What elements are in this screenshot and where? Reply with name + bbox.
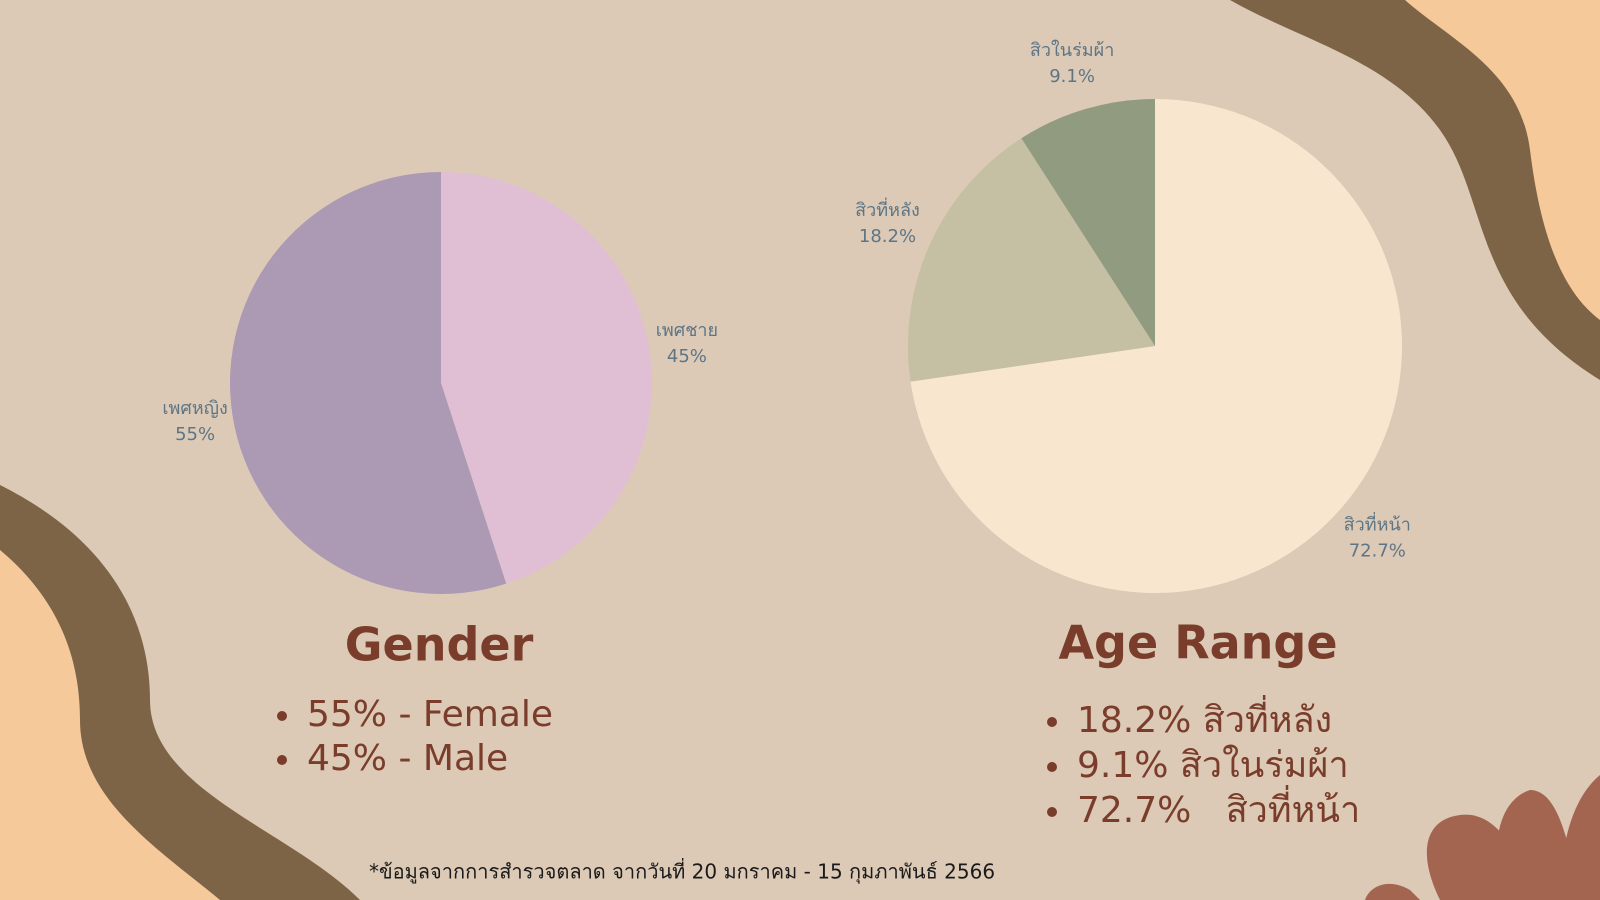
decor-leaf [1496, 790, 1580, 900]
slice-value-label: 9.1% [1049, 66, 1095, 87]
bullet-text: 72.7% สิวที่หน้า [1077, 785, 1360, 831]
chart-title: Age Range [1058, 616, 1337, 670]
slice-value-label: 18.2% [859, 226, 916, 247]
chart-title: Gender [345, 618, 534, 672]
bullet-dot [1047, 717, 1057, 727]
pie-slice [908, 138, 1155, 382]
slice-name: เพศชาย [656, 320, 718, 341]
bullet-dot [277, 711, 287, 721]
slice-value-label: 55% [175, 424, 215, 445]
bullet-text: 45% - Male [307, 738, 508, 779]
bullet-text: 18.2% สิวที่หลัง [1077, 695, 1332, 741]
slice-name: สิวในร่มผ้า [1030, 39, 1114, 61]
decor-leaf [1365, 883, 1420, 900]
footnote: *ข้อมูลจากการสำรวจตลาด จากวันที่ 20 มกรา… [369, 858, 995, 885]
slice-value-label: 45% [667, 346, 707, 367]
slice-name: สิวที่หลัง [855, 197, 920, 221]
bullet-text: 55% - Female [307, 694, 553, 735]
bullet-dot [1047, 762, 1057, 772]
decor-leaf [1560, 775, 1600, 900]
bullet-dot [1047, 807, 1057, 817]
decor-blob [1405, 0, 1600, 320]
bullet-text: 9.1% สิวในร่มผ้า [1077, 744, 1349, 786]
pie-slice [1021, 99, 1155, 346]
decor-blob [0, 550, 220, 900]
bullet-dot [277, 755, 287, 765]
decor-blob [1230, 0, 1600, 380]
pie-slice [910, 99, 1402, 594]
pie-slice [230, 172, 507, 594]
slice-name: เพศหญิง [162, 398, 227, 419]
slice-value-label: 72.7% [1349, 540, 1406, 561]
pie-slice [441, 172, 652, 584]
slice-name: สิวที่หน้า [1344, 511, 1411, 535]
